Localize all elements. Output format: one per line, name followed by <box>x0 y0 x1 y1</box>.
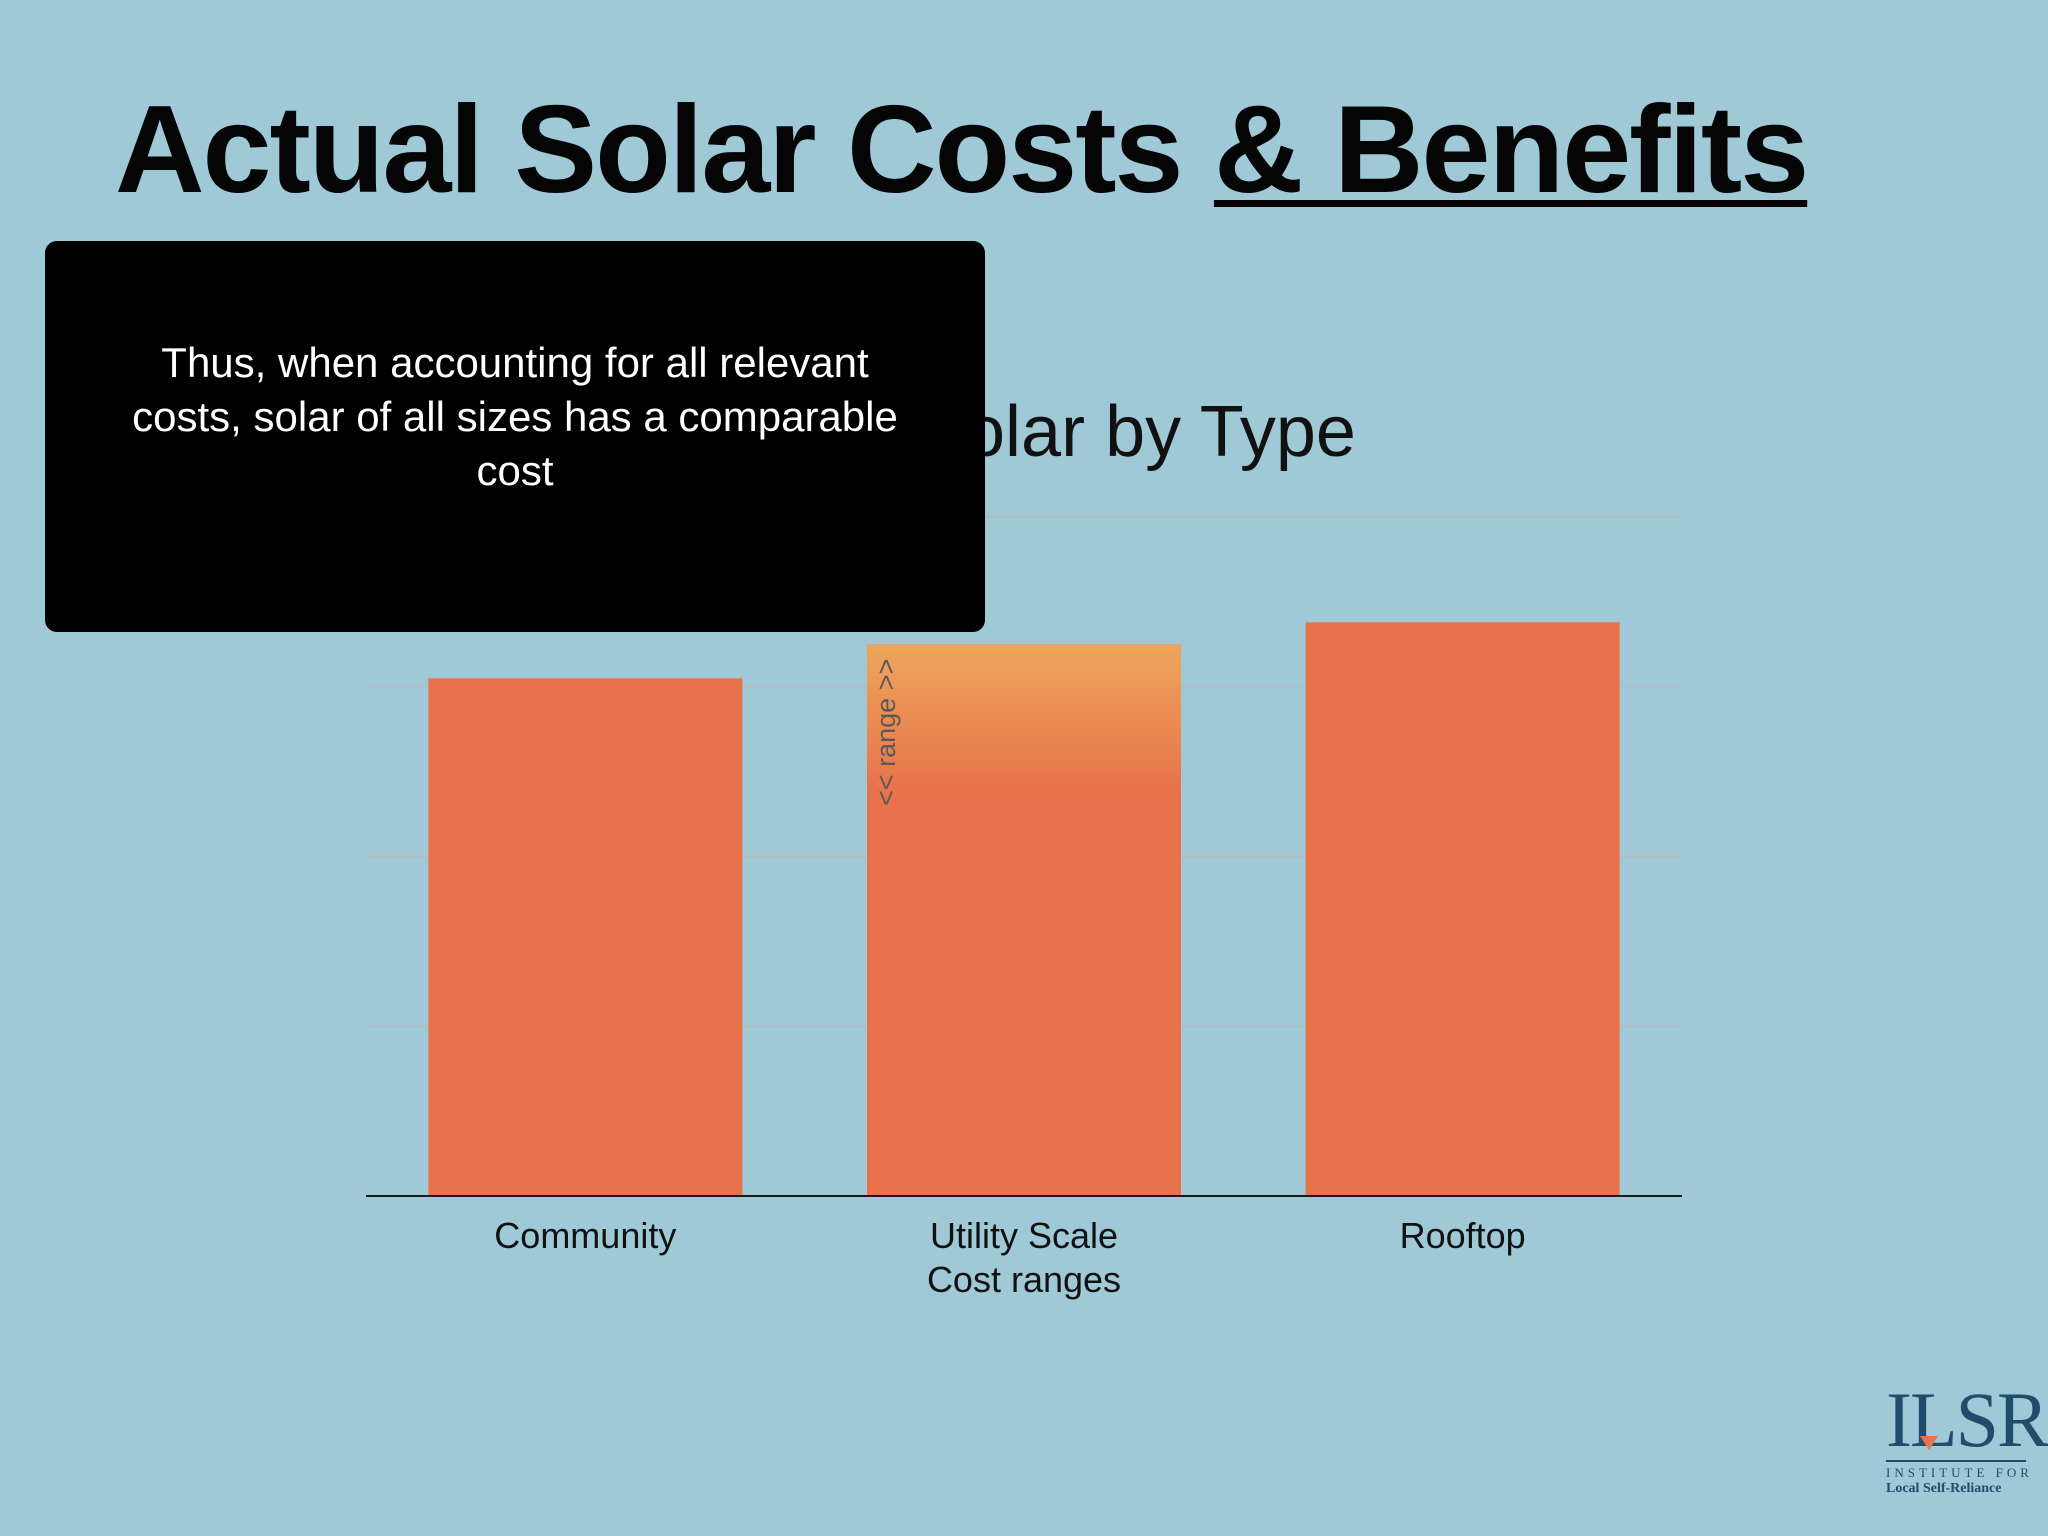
x-tick-label: Rooftop <box>1400 1215 1526 1256</box>
chart-title: olar by Type <box>965 392 1356 472</box>
x-tick-label: Utility Scale <box>930 1215 1118 1256</box>
slide-title-part2: & Benefits <box>1213 81 1809 219</box>
bar-rooftop <box>1305 622 1620 1196</box>
ilsr-logo: ILSR INSTITUTE FOR Local Self-Reliance <box>1886 1376 2048 1504</box>
logo-line2: Local Self-Reliance <box>1886 1481 2002 1496</box>
callout-box: Thus, when accounting for all relevant c… <box>45 241 985 632</box>
bar-community <box>428 678 743 1196</box>
logo-mark: ILSR <box>1886 1376 2048 1463</box>
range-highlight <box>867 644 1181 789</box>
range-note-label: << range >> <box>871 659 901 806</box>
logo-triangle-icon <box>1920 1436 1938 1450</box>
slide-title: Actual Solar Costs & Benefits <box>115 81 1809 219</box>
logo-line1: INSTITUTE FOR <box>1886 1460 2029 1481</box>
x-tick-label: Community <box>494 1215 676 1256</box>
slide-title-part1: Actual Solar Costs <box>115 81 1214 219</box>
callout-text: Thus, when accounting for all relevant c… <box>132 338 898 494</box>
x-axis-note: Cost ranges <box>927 1259 1121 1300</box>
